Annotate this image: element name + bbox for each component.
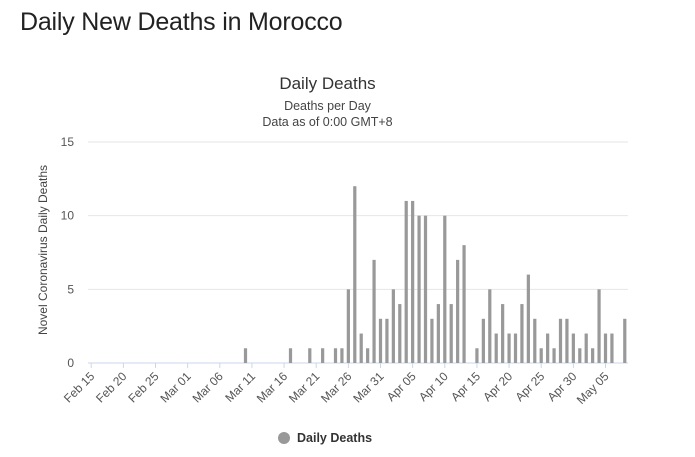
bar[interactable]: Apr 24: 3 xyxy=(533,318,537,363)
bar[interactable]: Apr 26: 2 xyxy=(546,333,550,363)
bar[interactable]: May 04: 5 xyxy=(597,289,601,363)
bar[interactable]: Apr 17: 5 xyxy=(488,289,492,363)
bar[interactable]: Mar 17: 1 xyxy=(288,348,293,363)
x-tick-label: Mar 06 xyxy=(190,369,227,406)
bar[interactable]: Mar 31: 3 xyxy=(378,318,383,363)
x-tick-label: Mar 01 xyxy=(157,369,194,406)
x-tick-label: Apr 05 xyxy=(384,369,419,404)
y-tick-label: 5 xyxy=(67,282,74,296)
y-tick-label: 0 xyxy=(67,356,74,370)
bar[interactable]: Apr 28: 3 xyxy=(558,318,563,363)
bar[interactable]: May 05: 2 xyxy=(603,333,608,363)
bar[interactable]: Apr 20: 2 xyxy=(507,333,511,363)
bar[interactable]: Mar 28: 2 xyxy=(359,333,363,363)
bar[interactable]: Apr 03: 4 xyxy=(398,304,402,363)
bar[interactable]: Apr 30: 2 xyxy=(571,333,575,363)
bar[interactable]: Mar 29: 1 xyxy=(366,348,370,363)
legend-item-daily-deaths[interactable]: Daily Deaths xyxy=(278,431,372,445)
bar[interactable]: Apr 13: 8 xyxy=(462,245,466,363)
x-tick-label: Apr 10 xyxy=(416,369,451,404)
x-tick-label: Apr 15 xyxy=(448,369,483,404)
y-tick-label: 10 xyxy=(61,209,75,223)
bar[interactable]: Apr 22: 4 xyxy=(520,304,524,363)
bar[interactable]: Mar 22: 1 xyxy=(321,348,325,363)
bar[interactable]: Apr 07: 10 xyxy=(423,215,428,363)
bar[interactable]: May 03: 1 xyxy=(591,348,595,363)
x-tick-label: Feb 20 xyxy=(93,369,130,406)
bar[interactable]: May 01: 1 xyxy=(578,348,582,363)
bar[interactable]: May 02: 2 xyxy=(584,333,588,363)
bar[interactable]: Mar 25: 1 xyxy=(340,348,344,363)
x-tick-label: Mar 26 xyxy=(318,369,355,406)
bar[interactable]: Apr 10: 10 xyxy=(443,215,447,363)
x-tick-label: Mar 16 xyxy=(254,369,291,406)
bar[interactable]: Apr 01: 3 xyxy=(385,318,389,363)
x-tick-label: Apr 25 xyxy=(512,369,547,404)
bar[interactable]: Apr 18: 2 xyxy=(494,333,498,363)
bar[interactable]: Apr 15: 1 xyxy=(475,348,479,363)
x-tick-label: Feb 25 xyxy=(125,369,162,406)
bar[interactable]: Apr 25: 1 xyxy=(539,348,543,363)
bar[interactable]: Mar 20: 1 xyxy=(308,348,312,363)
bar[interactable]: Apr 12: 7 xyxy=(456,259,460,363)
bar[interactable]: Mar 30: 7 xyxy=(372,259,376,363)
bar[interactable]: Apr 11: 4 xyxy=(449,304,453,363)
bar[interactable]: Apr 29: 3 xyxy=(565,318,569,363)
bar[interactable]: Mar 26: 5 xyxy=(346,289,350,363)
x-tick-label: May 05 xyxy=(574,369,612,407)
chart-title: Daily Deaths xyxy=(279,74,376,93)
bar[interactable]: Apr 02: 5 xyxy=(391,289,395,363)
bar[interactable]: Apr 19: 4 xyxy=(501,304,505,363)
bar[interactable]: Mar 27: 12 xyxy=(353,186,357,363)
bar-series[interactable]: Mar 10: 1 Mar 17: 1 Mar 20: 1 Mar 22: 1 Mar … xyxy=(243,186,627,363)
bar[interactable]: May 08: 3 xyxy=(623,318,627,363)
gridlines xyxy=(88,141,628,364)
page-title: Daily New Deaths in Morocco xyxy=(20,8,343,36)
bar[interactable]: May 06: 2 xyxy=(610,333,614,363)
bar[interactable]: Apr 16: 3 xyxy=(481,318,485,363)
bar[interactable]: Mar 10: 1 xyxy=(243,348,248,363)
legend-label: Daily Deaths xyxy=(297,431,373,445)
bar[interactable]: Apr 21: 2 xyxy=(513,333,518,363)
y-tick-label: 15 xyxy=(61,135,75,149)
x-tick-label: Mar 31 xyxy=(350,369,387,406)
bar[interactable]: Apr 05: 11 xyxy=(411,200,415,363)
chart-data-timestamp: Data as of 0:00 GMT+8 xyxy=(262,115,393,129)
bar[interactable]: Apr 04: 11 xyxy=(404,200,408,363)
bar[interactable]: Mar 24: 1 xyxy=(333,348,338,363)
bar[interactable]: Apr 09: 4 xyxy=(436,304,440,363)
legend-marker-icon xyxy=(278,432,290,444)
x-tick-label: Apr 20 xyxy=(480,369,515,404)
x-tick-label: Feb 15 xyxy=(61,369,98,406)
x-tick-label: Mar 21 xyxy=(286,369,323,406)
y-axis-label: Novel Coronavirus Daily Deaths xyxy=(36,165,50,335)
chart-subtitle: Deaths per Day xyxy=(284,99,371,113)
x-tick-label: Mar 11 xyxy=(222,369,258,405)
bar[interactable]: Apr 27: 1 xyxy=(552,348,556,363)
bar[interactable]: Apr 08: 3 xyxy=(430,318,434,363)
bar[interactable]: Apr 23: 6 xyxy=(526,274,530,363)
bar[interactable]: Apr 06: 10 xyxy=(417,215,421,363)
